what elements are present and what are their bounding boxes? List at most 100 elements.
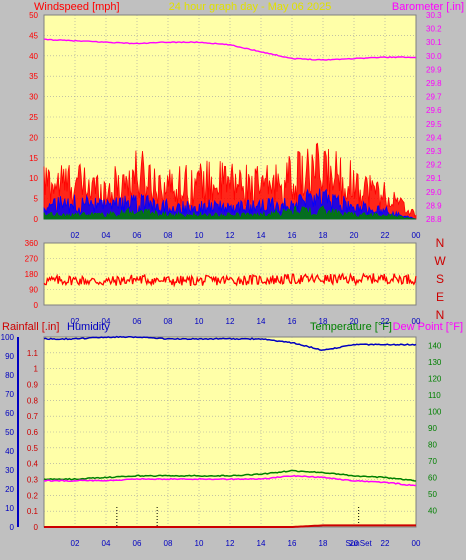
x-tick-label: 02 [71,231,80,240]
baro-y-tick-label: 30.0 [426,52,442,61]
temp-y-tick-label: 120 [428,374,442,383]
humidity-y-tick-label: 90 [5,352,14,361]
temp-y-tick-label: 50 [428,490,437,499]
humidity-title: Humidity [67,321,110,333]
baro-y-tick-label: 28.8 [426,215,442,224]
barometer-line [44,38,417,61]
humidity-y-tick-label: 10 [5,504,14,513]
wind-y-tick-label: 45 [29,31,38,40]
barometer-title: Barometer [.in] [392,1,464,13]
dir-y-tick-label: 90 [29,286,38,295]
x-tick-label: 08 [164,539,173,548]
rain-y-tick-label: 0.7 [27,412,39,421]
x-tick-label: 06 [133,231,142,240]
baro-y-tick-label: 30.1 [426,38,442,47]
rain-y-tick-label: 1.1 [27,349,39,358]
humidity-y-tick-label: 30 [5,466,14,475]
x-tick-label: 00 [412,539,421,548]
x-tick-label: 12 [226,231,235,240]
dewpoint-title: Dew Point [°F] [393,321,463,333]
plot-panels [17,14,417,528]
x-tick-label: 20 [350,231,359,240]
x-tick-label: 10 [195,539,204,548]
baro-y-tick-label: 29.6 [426,106,442,115]
temp-y-tick-label: 100 [428,407,442,416]
rain-y-tick-label: 0.2 [27,491,39,500]
wind-series-2 [43,205,417,220]
x-tick-label: 00 [412,317,421,326]
x-tick-label: 02 [71,317,80,326]
baro-y-tick-label: 29.7 [426,93,442,102]
chart-marks [43,38,417,528]
x-tick-label: 22 [381,231,390,240]
x-tick-label: 14 [257,317,266,326]
compass-label: W [434,254,446,268]
wind-y-tick-label: 20 [29,133,38,142]
baro-y-tick-label: 30.3 [426,11,442,20]
wind-y-tick-label: 50 [29,11,38,20]
humidity-y-tick-label: 40 [5,447,14,456]
x-tick-label: 16 [288,231,297,240]
baro-y-tick-label: 28.9 [426,201,442,210]
x-tick-label: 20 [350,539,359,548]
rain-y-tick-label: 0.8 [27,396,39,405]
wind-y-tick-label: 40 [29,52,38,61]
humidity-y-tick-label: 60 [5,409,14,418]
baro-y-tick-label: 29.2 [426,161,442,170]
x-tick-label: 08 [164,231,173,240]
sunset-label: SunSet [346,539,373,548]
dir-y-tick-label: 0 [34,301,39,310]
temp-y-tick-label: 80 [428,440,437,449]
x-tick-label: 20 [350,317,359,326]
wind-y-tick-label: 5 [34,195,39,204]
humidity-y-tick-label: 100 [1,333,15,342]
humidity-y-tick-label: 0 [10,523,15,532]
temperature-title: Temperature [°F] [310,321,392,333]
temp-y-tick-label: 90 [428,424,437,433]
x-tick-label: 02 [71,539,80,548]
x-tick-label: 04 [102,231,111,240]
x-tick-label: 06 [133,317,142,326]
compass-label: N [436,236,445,250]
baro-y-tick-label: 29.8 [426,79,442,88]
wind-title: Windspeed [mph] [34,1,120,13]
baro-y-tick-label: 30.2 [426,25,442,34]
compass-label: N [436,308,445,322]
baro-y-tick-label: 29.3 [426,147,442,156]
humidity-y-tick-label: 70 [5,390,14,399]
baro-y-tick-label: 29.5 [426,120,442,129]
wind-direction-line [43,272,417,288]
rain-y-tick-label: 0 [34,523,39,532]
wind-y-tick-label: 30 [29,93,38,102]
humidity-y-tick-label: 20 [5,485,14,494]
wind-y-tick-label: 10 [29,174,38,183]
x-tick-label: 18 [319,231,328,240]
temp-y-tick-label: 70 [428,457,437,466]
rain-y-tick-label: 0.9 [27,381,39,390]
x-tick-label: 16 [288,317,297,326]
dir-y-tick-label: 180 [25,270,39,279]
baro-y-tick-label: 29.0 [426,188,442,197]
dir-y-tick-label: 360 [25,239,39,248]
series-line-temp [43,469,417,482]
x-tick-label: 18 [319,539,328,548]
humidity-y-tick-label: 50 [5,428,14,437]
temp-y-tick-label: 140 [428,341,442,350]
rain-y-tick-label: 0.3 [27,476,39,485]
x-tick-label: 16 [288,539,297,548]
series-line-rain [44,524,416,528]
baro-y-tick-label: 29.1 [426,174,442,183]
x-tick-label: 18 [319,317,328,326]
wind-y-tick-label: 0 [34,215,39,224]
compass-label: E [436,290,444,304]
x-tick-label: 14 [257,231,266,240]
series-line-humidity [43,335,417,351]
x-tick-label: 04 [102,539,111,548]
rain-y-tick-label: 0.5 [27,444,39,453]
rain-y-tick-label: 1 [34,365,39,374]
x-tick-label: 00 [412,231,421,240]
